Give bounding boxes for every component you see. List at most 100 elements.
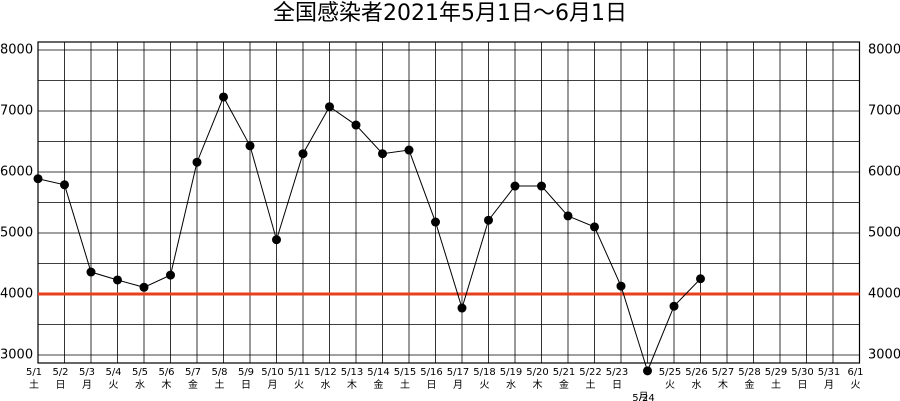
x-weekday-label: 火: [109, 379, 119, 391]
x-tick-label: 5/27: [712, 367, 734, 378]
point: [404, 145, 414, 155]
x-tick-label: 5/17: [447, 367, 469, 378]
point: [616, 281, 626, 291]
x-weekday-label: 木: [162, 379, 172, 391]
y2-tick-label: 8000: [868, 43, 900, 58]
x-weekday-label: 金: [188, 378, 198, 391]
x-tick-label: 5/21: [553, 367, 575, 378]
x-weekday-label: 日: [798, 380, 808, 391]
x-weekday-label: 日: [612, 380, 622, 391]
x-tick-label: 5/20: [526, 367, 548, 378]
y-tick-label: 3000: [0, 348, 33, 363]
x-tick-label: 5/14: [367, 367, 389, 378]
x-tick-label: 5/26: [685, 367, 707, 378]
x-weekday-label: 水: [135, 379, 145, 391]
x-tick-label: 5/19: [500, 367, 522, 378]
y2-tick-label: 4000: [868, 287, 900, 302]
y2-tick-label: 6000: [868, 165, 900, 180]
chart-title: 全国感染者2021年5月1日～6月1日: [273, 1, 627, 26]
x-tick-label: 5/9: [238, 367, 254, 378]
x-tick-label: 5/23: [606, 367, 628, 378]
x-tick-label: 5/31: [818, 367, 840, 378]
x-weekday-label: 月: [453, 379, 463, 391]
x-weekday-label: 月: [639, 391, 649, 401]
point: [563, 211, 573, 221]
x-tick-label: 5/18: [473, 367, 495, 378]
x-tick-label: 6/1: [847, 367, 863, 378]
x-tick-label: 5/24: [632, 393, 654, 401]
x-tick-label: 5/12: [314, 367, 336, 378]
point: [457, 303, 467, 313]
point: [298, 149, 308, 159]
x-weekday-label: 水: [321, 379, 331, 391]
x-weekday-label: 金: [374, 378, 384, 391]
x-tick-label: 5/6: [158, 367, 174, 378]
x-weekday-label: 火: [665, 379, 675, 391]
x-tick-label: 5/8: [211, 367, 227, 378]
point: [33, 174, 43, 184]
x-tick-label: 5/16: [420, 367, 442, 378]
point: [113, 275, 122, 285]
point: [166, 270, 175, 280]
point: [219, 92, 228, 102]
x-weekday-label: 木: [347, 379, 357, 391]
x-weekday-label: 火: [851, 379, 861, 391]
point: [669, 301, 679, 311]
x-tick-label: 5/3: [79, 367, 95, 378]
point: [272, 235, 281, 245]
point: [86, 267, 96, 277]
x-weekday-label: 日: [56, 380, 66, 391]
x-tick-label: 5/22: [579, 367, 601, 378]
point: [643, 366, 652, 376]
point: [537, 181, 546, 191]
x-weekday-label: 月: [268, 379, 278, 391]
x-weekday-label: 土: [400, 378, 410, 391]
x-weekday-label: 金: [745, 378, 755, 391]
y-tick-label: 4000: [0, 287, 33, 302]
y-tick-label: 5000: [0, 226, 33, 241]
x-tick-label: 5/2: [52, 367, 68, 378]
x-weekday-label: 火: [480, 379, 490, 391]
x-weekday-label: 月: [824, 379, 834, 391]
x-tick-label: 5/15: [394, 367, 416, 378]
point: [378, 149, 387, 159]
x-tick-label: 5/13: [341, 367, 363, 378]
point: [139, 282, 149, 292]
plot-frame: [37, 41, 861, 364]
x-weekday-label: 土: [215, 378, 225, 391]
point: [351, 120, 361, 130]
point: [60, 180, 69, 190]
x-weekday-label: 日: [427, 380, 437, 391]
y2-tick-label: 5000: [868, 226, 900, 241]
x-tick-label: 5/30: [791, 367, 813, 378]
y-tick-label: 8000: [0, 43, 33, 58]
x-weekday-label: 火: [294, 379, 304, 391]
x-tick-label: 5/25: [659, 367, 681, 378]
x-tick-label: 5/7: [185, 367, 201, 378]
x-weekday-label: 金: [559, 378, 569, 391]
point: [510, 181, 520, 191]
point: [192, 157, 202, 167]
x-weekday-label: 土: [586, 378, 596, 391]
x-weekday-label: 月: [82, 379, 92, 391]
x-tick-label: 5/10: [261, 367, 283, 378]
x-tick-label: 5/28: [738, 367, 760, 378]
x-tick-label: 5/5: [132, 367, 148, 378]
point: [590, 222, 599, 232]
x-tick-label: 5/29: [765, 367, 787, 378]
x-weekday-label: 水: [506, 379, 516, 391]
y2-tick-label: 3000: [868, 348, 900, 363]
x-weekday-label: 土: [771, 378, 781, 391]
x-tick-label: 5/11: [288, 367, 310, 378]
point: [696, 274, 705, 284]
x-weekday-label: 土: [29, 378, 39, 391]
point: [325, 102, 334, 112]
x-weekday-label: 日: [241, 380, 251, 391]
y-tick-label: 7000: [0, 104, 33, 119]
x-weekday-label: 木: [718, 379, 728, 391]
x-tick-label: 5/1: [26, 367, 42, 378]
line: [37, 95, 701, 373]
y-tick-label: 6000: [0, 165, 33, 180]
point: [484, 215, 493, 225]
